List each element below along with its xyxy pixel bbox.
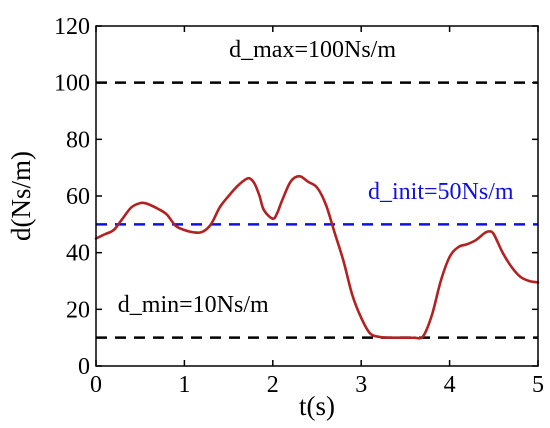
- annotation-label: d_min=10Ns/m: [118, 292, 269, 318]
- y-tick-label: 80: [66, 127, 90, 153]
- annotation-label: d_init=50Ns/m: [368, 179, 514, 205]
- y-tick-label: 40: [66, 241, 90, 267]
- x-axis-title: t(s): [299, 391, 335, 421]
- ticks: 0 1 2 3 4 5 0 20 40 60 80 100 120: [54, 14, 544, 398]
- x-tick-label: 3: [355, 372, 367, 398]
- reference-lines: [96, 81, 538, 339]
- x-tick-label: 2: [267, 372, 279, 398]
- x-tick-label: 1: [178, 372, 190, 398]
- x-tick-label: 0: [90, 372, 102, 398]
- series-layer: [94, 174, 540, 340]
- y-tick-label: 0: [78, 354, 90, 380]
- y-tick-label: 20: [66, 297, 90, 323]
- y-axis-title: d(Ns/m): [6, 151, 36, 241]
- damping-series-line: [94, 174, 540, 340]
- y-tick-label: 60: [66, 184, 90, 210]
- y-tick-label: 120: [54, 14, 90, 40]
- annotations: d_max=100Ns/m d_init=50Ns/m d_min=10Ns/m: [118, 37, 514, 318]
- annotation-label: d_max=100Ns/m: [229, 37, 396, 63]
- x-tick-label: 4: [444, 372, 456, 398]
- y-tick-label: 100: [54, 71, 90, 97]
- x-tick-label: 5: [532, 372, 544, 398]
